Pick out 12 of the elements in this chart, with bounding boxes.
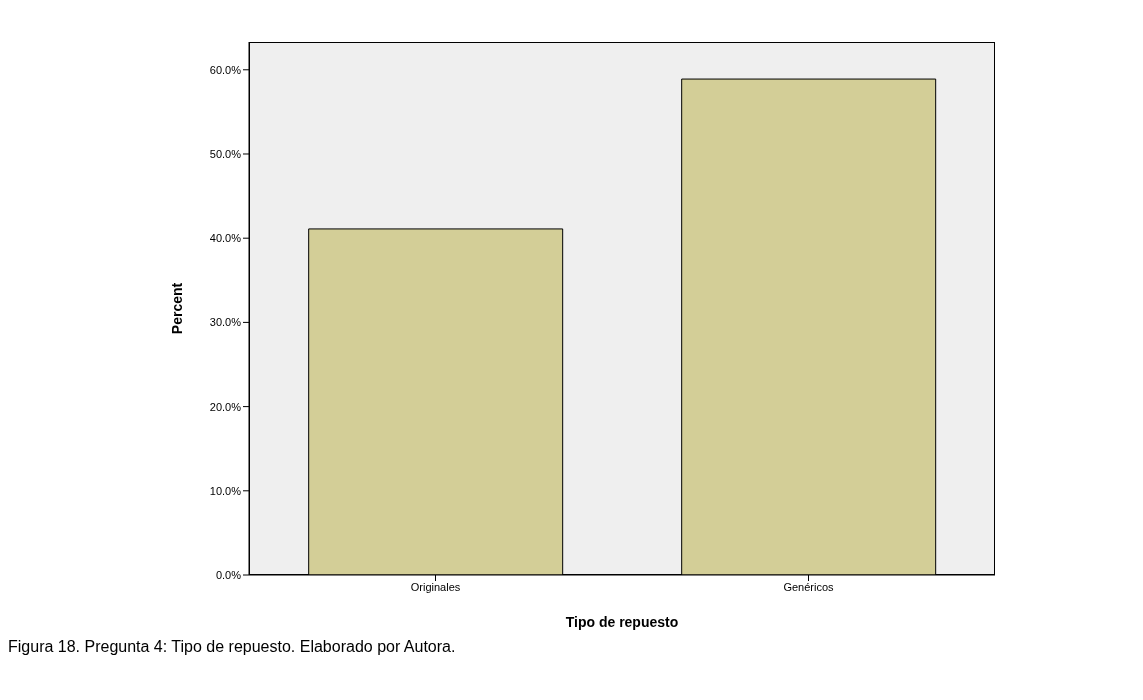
y-tick-label: 60.0% bbox=[209, 63, 242, 76]
x-axis-title: Tipo de repuesto bbox=[565, 614, 679, 630]
y-tick-label: 0.0% bbox=[215, 568, 242, 581]
y-tick-label: 20.0% bbox=[209, 400, 242, 413]
y-tick-label: 50.0% bbox=[209, 147, 242, 160]
y-axis-title: Percent bbox=[168, 282, 185, 335]
x-tick-label: Originales bbox=[410, 580, 461, 593]
x-tick-label: Genéricos bbox=[783, 580, 835, 593]
text: Figura 18. Pregunta 4: Tipo de repuesto. Elaborado por Autora. bbox=[8, 638, 457, 656]
y-tick-label: 10.0% bbox=[209, 484, 242, 497]
y-tick-label: 30.0% bbox=[209, 316, 242, 329]
y-tick-label: 40.0% bbox=[209, 232, 242, 245]
